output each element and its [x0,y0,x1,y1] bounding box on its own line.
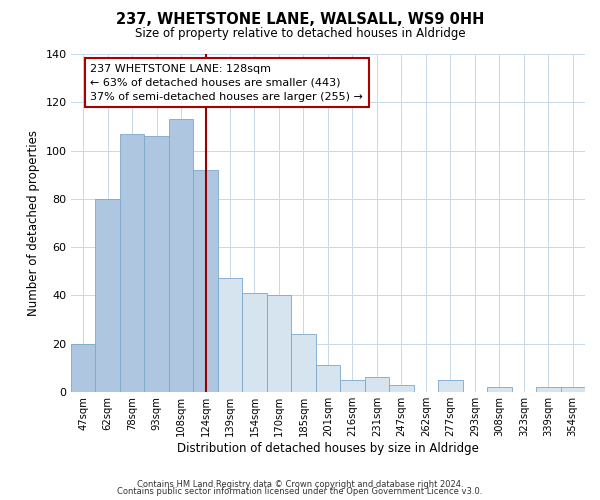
Bar [438,380,463,392]
Bar [120,134,144,392]
Text: Contains public sector information licensed under the Open Government Licence v3: Contains public sector information licen… [118,487,482,496]
Text: 237, WHETSTONE LANE, WALSALL, WS9 0HH: 237, WHETSTONE LANE, WALSALL, WS9 0HH [116,12,484,28]
Bar [536,387,560,392]
Text: 237 WHETSTONE LANE: 128sqm
← 63% of detached houses are smaller (443)
37% of sem: 237 WHETSTONE LANE: 128sqm ← 63% of deta… [91,64,364,102]
Bar [193,170,218,392]
Bar [242,293,267,392]
Bar [316,366,340,392]
Bar [144,136,169,392]
Bar [218,278,242,392]
Bar [267,296,291,392]
Bar [291,334,316,392]
Bar [169,119,193,392]
Bar [365,378,389,392]
Bar [71,344,95,392]
X-axis label: Distribution of detached houses by size in Aldridge: Distribution of detached houses by size … [177,442,479,455]
Bar [560,387,585,392]
Bar [95,199,120,392]
Text: Contains HM Land Registry data © Crown copyright and database right 2024.: Contains HM Land Registry data © Crown c… [137,480,463,489]
Text: Size of property relative to detached houses in Aldridge: Size of property relative to detached ho… [134,28,466,40]
Y-axis label: Number of detached properties: Number of detached properties [27,130,40,316]
Bar [389,384,413,392]
Bar [487,387,512,392]
Bar [340,380,365,392]
